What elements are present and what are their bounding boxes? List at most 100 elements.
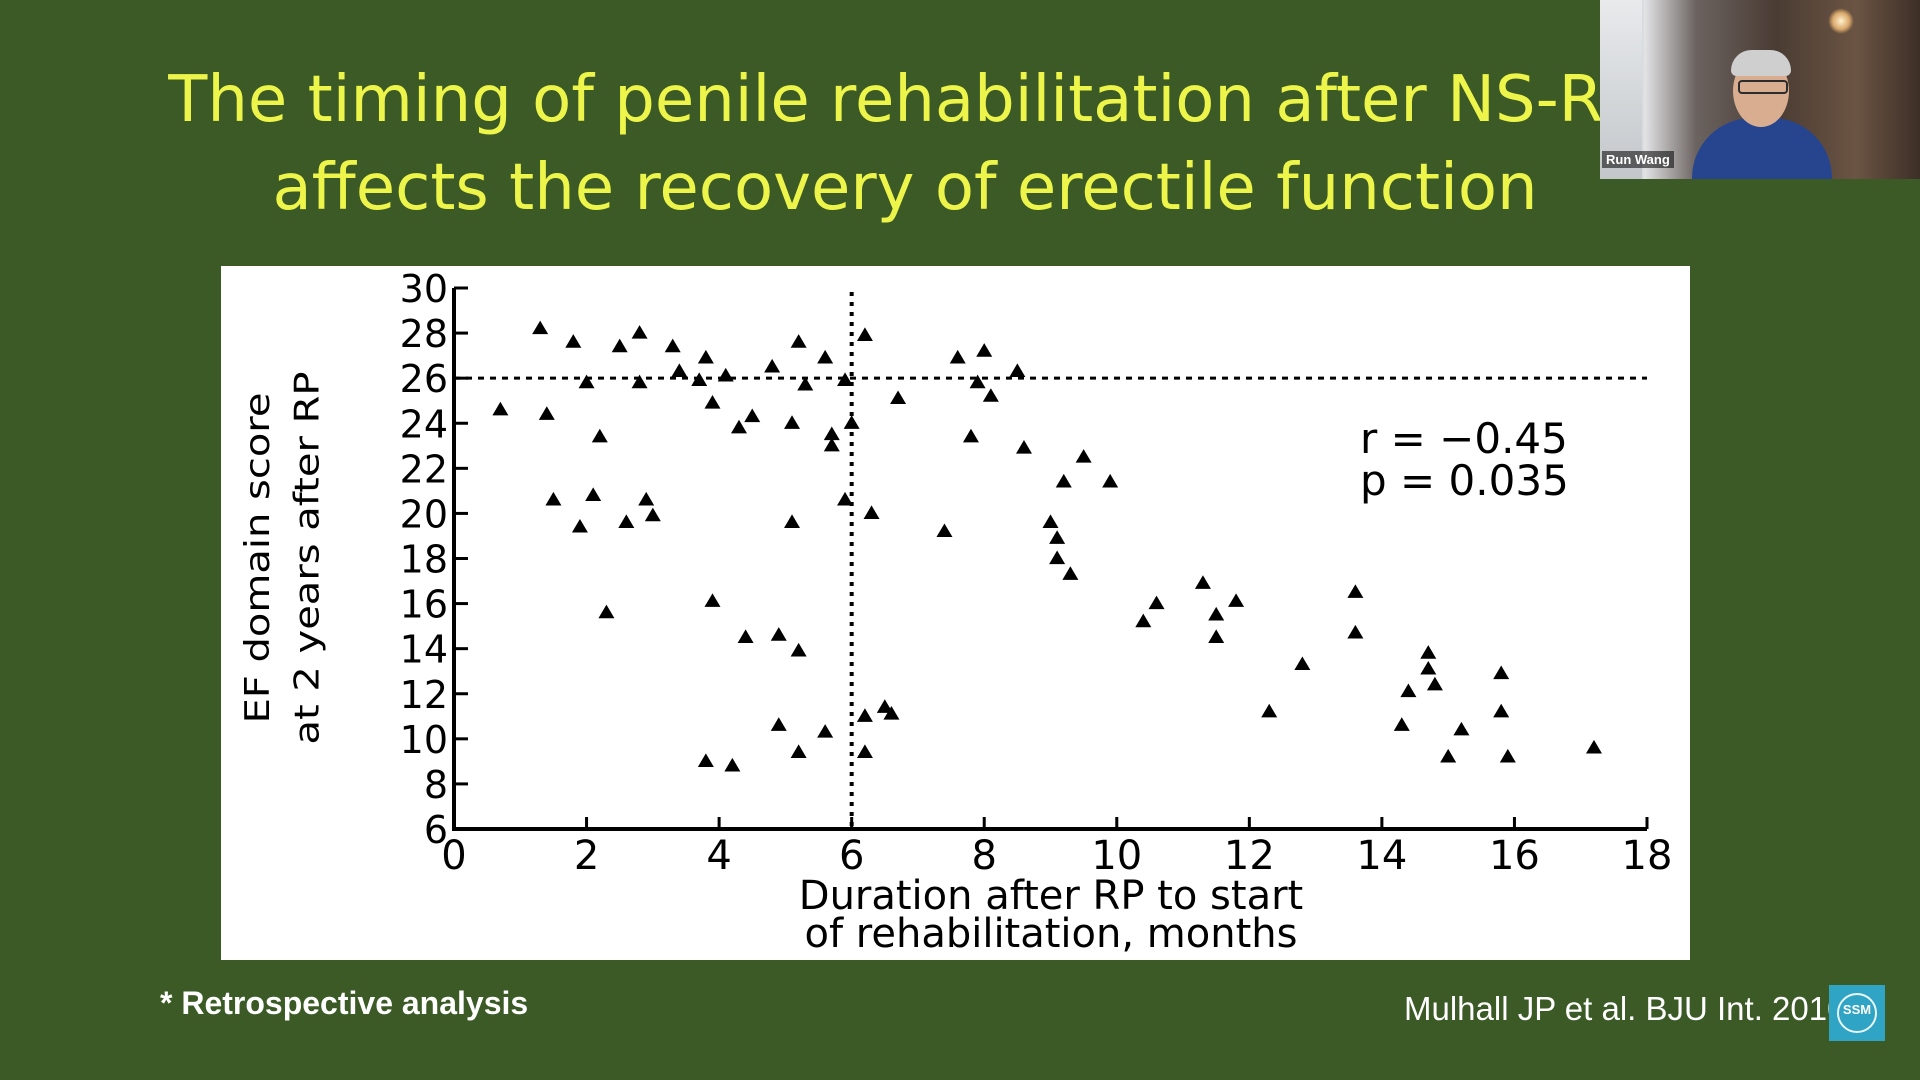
- data-point: [936, 523, 953, 538]
- chart-panel: 6 8 10 12 14 16 18 20 22 24 26 28 30 0 2 4 6 8 10 12 14 16 18 …: [221, 266, 1690, 960]
- y-axis-label: EF domain score at 2 years after RP: [238, 371, 327, 744]
- data-point: [823, 437, 840, 452]
- data-point: [837, 491, 854, 506]
- data-point: [856, 744, 873, 758]
- data-point: [1135, 613, 1152, 628]
- y-tick-label: 28: [400, 312, 448, 356]
- y-tick-label: 18: [400, 538, 448, 582]
- data-point: [790, 334, 807, 348]
- data-point: [1499, 748, 1516, 763]
- x-axis-label-line-1: Duration after RP to start: [799, 873, 1303, 919]
- y-tick-label: 20: [400, 492, 448, 536]
- x-tick-label: 16: [1489, 833, 1540, 879]
- data-point: [883, 706, 900, 720]
- data-point: [1426, 676, 1443, 691]
- webcam-video-tile[interactable]: Run Wang: [1600, 0, 1920, 179]
- footnote: * Retrospective analysis: [160, 985, 529, 1021]
- data-point: [843, 415, 860, 429]
- data-point: [492, 401, 509, 416]
- data-point: [969, 374, 986, 389]
- data-point: [962, 428, 979, 443]
- data-point: [1208, 629, 1225, 643]
- data-point: [1049, 530, 1066, 544]
- data-points: [492, 320, 1602, 772]
- data-point: [532, 320, 549, 335]
- data-point: [737, 629, 754, 643]
- data-point: [671, 363, 688, 378]
- x-tick-label: 4: [706, 833, 731, 879]
- data-point: [976, 343, 993, 357]
- data-point: [790, 744, 807, 758]
- data-point: [730, 419, 747, 434]
- window-blind: [1600, 0, 1642, 179]
- data-point: [1055, 473, 1072, 488]
- y-tick-label: 24: [400, 402, 448, 446]
- data-point: [770, 717, 787, 731]
- data-point: [598, 604, 615, 619]
- data-point: [856, 708, 873, 722]
- data-point: [1102, 473, 1119, 488]
- data-point: [585, 487, 602, 501]
- data-point: [790, 642, 807, 657]
- data-point: [717, 367, 734, 382]
- y-tick-label: 10: [400, 718, 448, 762]
- data-point: [817, 724, 834, 738]
- axis-ticks: [452, 286, 1649, 831]
- speaker-body: [1692, 118, 1832, 179]
- data-point: [1347, 624, 1364, 639]
- data-point: [823, 426, 840, 441]
- citation: Mulhall JP et al. BJU Int. 2010: [1404, 990, 1846, 1027]
- data-point: [664, 338, 681, 353]
- y-tick-label: 26: [400, 357, 448, 401]
- y-axis-label-line-2: at 2 years after RP: [287, 371, 326, 744]
- data-point: [611, 338, 628, 353]
- data-point: [764, 358, 781, 373]
- data-point: [1015, 440, 1032, 454]
- data-point: [1042, 514, 1059, 529]
- data-point: [1420, 660, 1437, 675]
- x-tick-label: 18: [1622, 833, 1673, 879]
- slide-title-line-2: affects the recovery of erectile functio…: [272, 151, 1538, 225]
- data-point: [1261, 703, 1278, 718]
- slide-title-line-1: The timing of penile rehabilitation afte…: [168, 63, 1642, 137]
- y-tick-label: 6: [424, 808, 448, 852]
- data-point: [704, 593, 721, 607]
- data-point: [890, 390, 907, 405]
- data-point: [571, 518, 588, 533]
- data-point: [1420, 645, 1437, 659]
- data-point: [724, 757, 741, 772]
- data-point: [797, 376, 814, 391]
- data-point: [817, 349, 834, 364]
- data-point: [1194, 575, 1211, 589]
- data-point: [1009, 363, 1026, 378]
- data-point: [697, 753, 714, 767]
- annotation-r-value: r = −0.45: [1360, 414, 1568, 463]
- slide-title: The timing of penile rehabilitation afte…: [130, 56, 1680, 232]
- data-point: [863, 505, 880, 520]
- data-point: [876, 699, 893, 713]
- data-point: [1440, 748, 1457, 763]
- x-axis-label-line-2: of rehabilitation, months: [805, 911, 1298, 957]
- data-point: [704, 394, 721, 409]
- data-point: [1294, 656, 1311, 671]
- data-point: [1075, 449, 1092, 463]
- data-point: [565, 334, 582, 348]
- participant-name-tag: Run Wang: [1602, 151, 1674, 168]
- data-point: [591, 428, 608, 443]
- data-point: [744, 408, 761, 423]
- data-point: [784, 415, 801, 429]
- data-point: [1208, 606, 1225, 621]
- data-point: [837, 372, 854, 387]
- x-tick-label: 0: [441, 833, 466, 879]
- data-point: [631, 374, 648, 389]
- data-point: [618, 514, 635, 529]
- data-point: [1062, 566, 1079, 580]
- speaker-hair: [1731, 50, 1791, 76]
- x-tick-label: 10: [1091, 833, 1142, 879]
- x-tick-label: 12: [1224, 833, 1275, 879]
- data-point: [538, 406, 555, 420]
- x-tick-label: 6: [839, 833, 864, 879]
- data-point: [644, 507, 661, 522]
